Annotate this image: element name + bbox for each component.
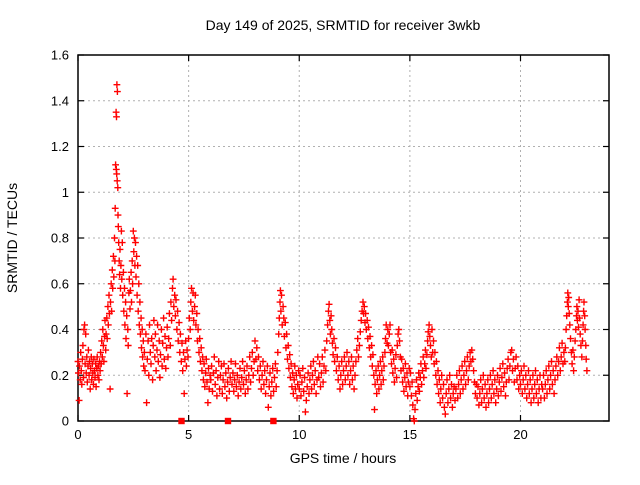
x-tick-label: 10 [292, 427, 306, 442]
y-tick-label: 1.6 [51, 48, 69, 63]
y-tick-label: 0.6 [51, 276, 69, 291]
data-point-square-zero-flag-squares [270, 417, 277, 425]
chart-title: Day 149 of 2025, SRMTID for receiver 3wk… [206, 17, 481, 33]
x-axis-label: GPS time / hours [290, 450, 397, 466]
x-tick-label: 20 [513, 427, 527, 442]
x-tick-label: 5 [185, 427, 192, 442]
y-tick-label: 0.8 [51, 231, 69, 246]
data-point-square-zero-flag-squares [224, 417, 232, 425]
x-tick-label: 0 [74, 427, 81, 442]
y-axis-label: SRMTID / TECUs [4, 183, 20, 293]
y-tick-label: 0 [62, 414, 69, 429]
data-point-square-zero-flag-squares [178, 417, 185, 425]
data-points-srmtid-points [74, 81, 591, 425]
y-tick-label: 0.2 [51, 368, 69, 383]
y-tick-label: 1 [62, 185, 69, 200]
y-tick-label: 1.2 [51, 139, 69, 154]
x-tick-label: 15 [403, 427, 417, 442]
y-tick-label: 1.4 [51, 93, 69, 108]
y-tick-label: 0.4 [51, 322, 69, 337]
